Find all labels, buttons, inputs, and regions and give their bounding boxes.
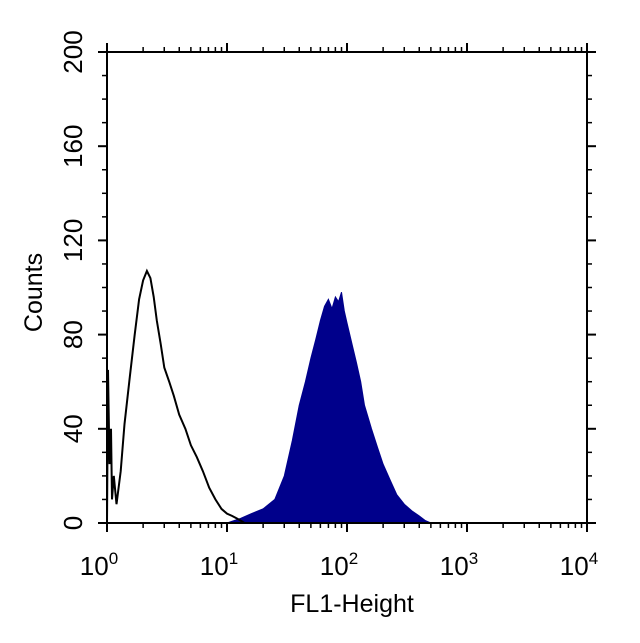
y-tick-label: 160 [58,125,88,168]
outline-histogram-series [106,268,246,524]
y-tick-label: 0 [58,516,88,530]
x-tick-label: 104 [560,549,598,581]
x-axis-title: FL1-Height [290,590,414,618]
y-axis-title: Counts [20,253,48,332]
y-tick-label: 200 [58,30,88,73]
outline-histogram-layer [106,268,246,524]
filled-histogram-series [226,292,432,524]
y-axis: 0 40 80 120 160 200 [58,30,596,530]
filled-histogram-layer [226,292,432,524]
x-axis: 100 101 102 103 104 [80,43,598,581]
x-tick-label: 102 [320,549,358,581]
x-tick-label: 101 [200,549,238,581]
y-tick-label: 40 [58,414,88,443]
y-tick-label: 120 [58,219,88,262]
y-tick-label: 80 [58,320,88,349]
x-tick-label: 103 [440,549,478,581]
x-tick-label: 100 [80,549,118,581]
